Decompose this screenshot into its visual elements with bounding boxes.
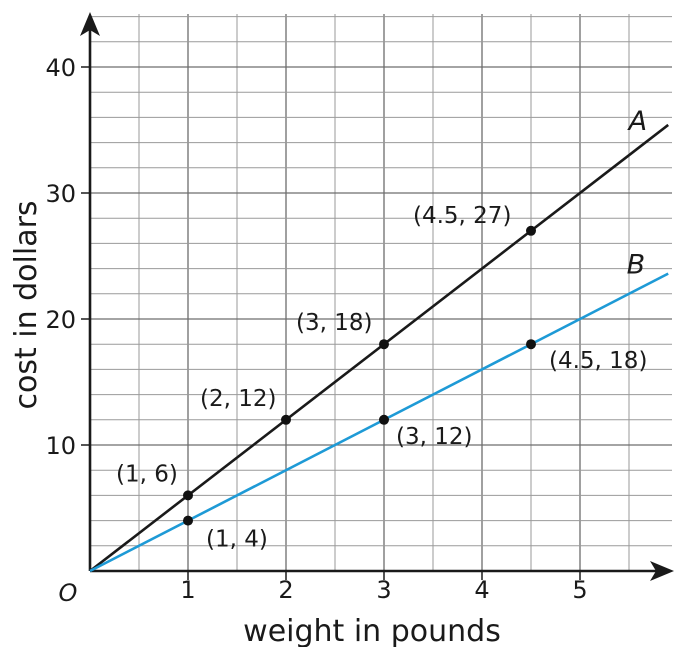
data-point-a — [379, 339, 389, 350]
data-point-b — [526, 339, 536, 350]
data-point-a — [281, 414, 291, 425]
data-point-a — [183, 490, 193, 501]
x-tick-label: 2 — [278, 576, 293, 604]
tick-labels: 1 2 3 4 5 10 20 30 40 — [45, 54, 587, 604]
series-name-a: A — [627, 106, 647, 137]
data-label-b: (4.5, 18) — [549, 348, 647, 374]
grid — [90, 14, 672, 571]
x-tick-label: 3 — [376, 576, 391, 604]
data-label-b: (1, 4) — [206, 527, 268, 553]
data-point-b — [379, 414, 389, 425]
axes — [80, 12, 674, 581]
y-tick-label: 10 — [45, 432, 76, 460]
x-tick-label: 5 — [572, 576, 587, 604]
x-tick-label: 4 — [474, 576, 489, 604]
series-name-b: B — [627, 250, 646, 281]
data-label-a: (2, 12) — [200, 386, 276, 412]
y-axis-label: cost in dollars — [9, 200, 44, 409]
x-tick-label: 1 — [180, 576, 195, 604]
x-axis-arrow — [650, 561, 674, 581]
y-axis-arrow — [80, 12, 100, 36]
y-tick-label: 20 — [45, 306, 76, 334]
y-tick-label: 40 — [45, 54, 76, 82]
data-label-b: (3, 12) — [396, 424, 472, 450]
series-line-b — [89, 272, 669, 573]
data-label-a: (3, 18) — [296, 310, 372, 336]
data-label-a: (4.5, 27) — [413, 203, 511, 229]
data-label-a: (1, 6) — [116, 461, 178, 487]
data-point-a — [526, 225, 536, 236]
y-tick-label: 30 — [45, 180, 76, 208]
series-group: A (1, 6) (2, 12) (3, 18) (4.5, 27) B (1, 4) (3,… — [89, 106, 669, 573]
x-axis-label: weight in pounds — [243, 614, 501, 647]
data-point-b — [183, 515, 193, 526]
origin-label: O — [59, 579, 78, 607]
